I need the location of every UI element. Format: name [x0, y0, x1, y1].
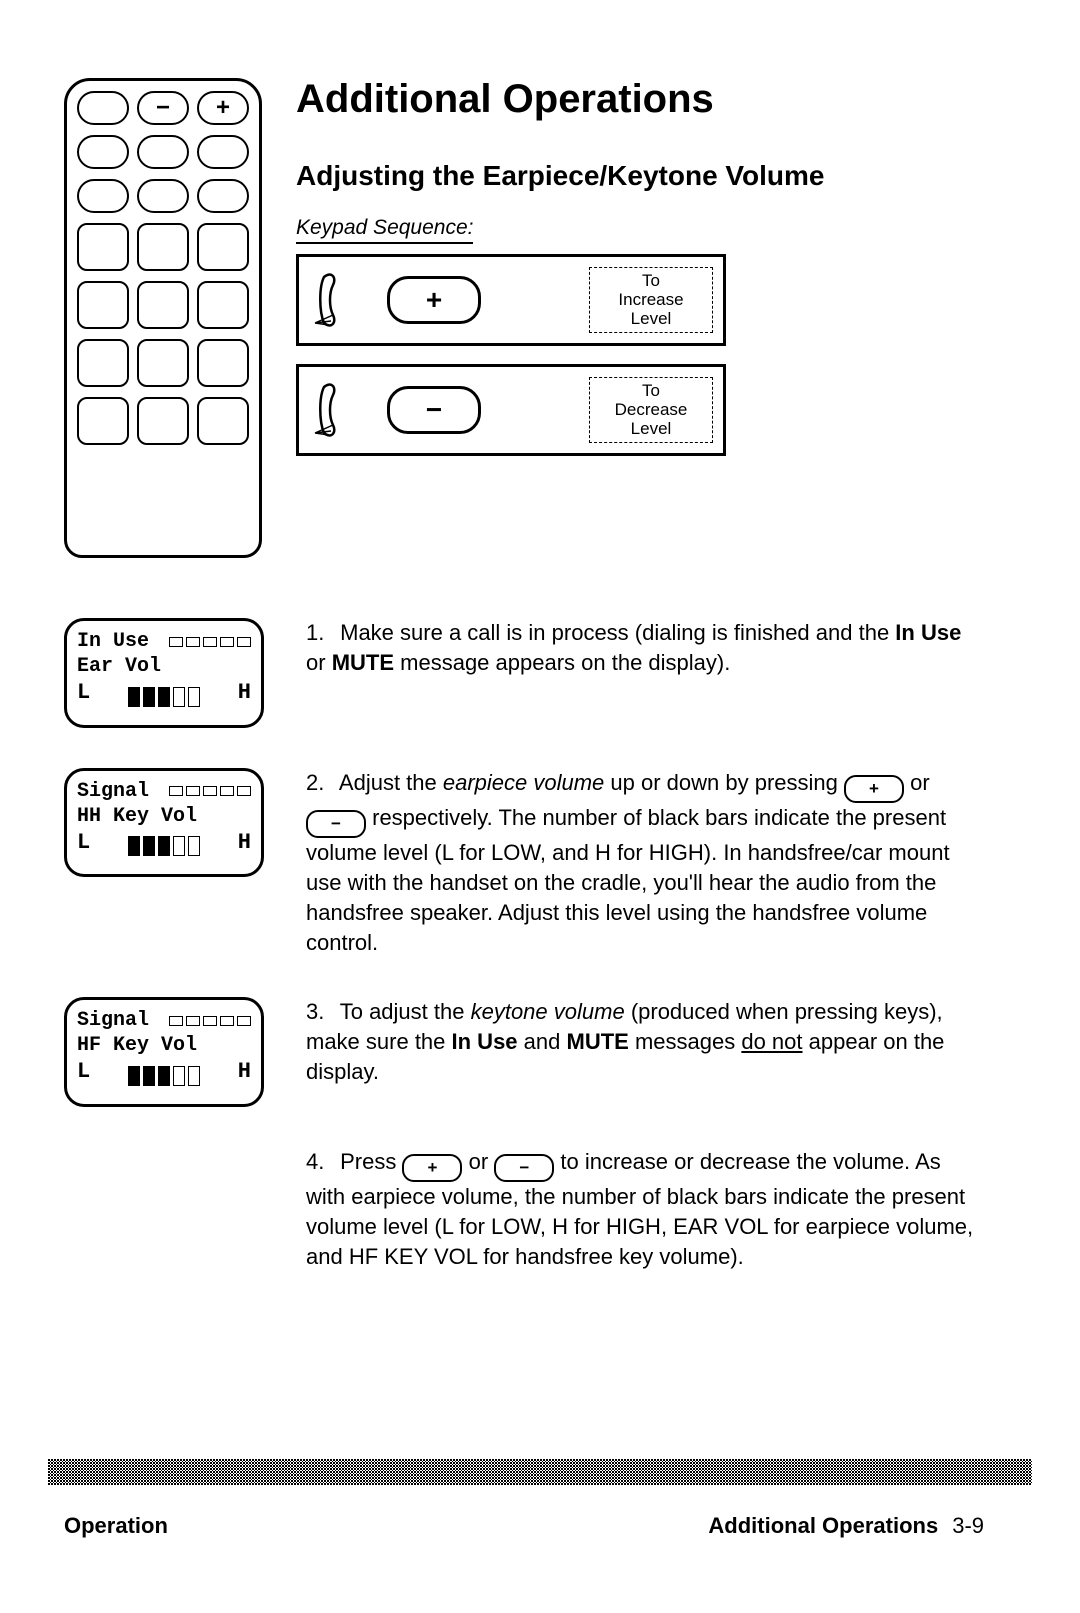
- step-text-fragment: or: [910, 770, 930, 795]
- plus-button: +: [387, 276, 481, 324]
- footer-left: Operation: [64, 1513, 168, 1539]
- step-text-fragment: up or down by pressing: [610, 770, 844, 795]
- remote-key-blank: [137, 281, 189, 329]
- step-text-fragment: MUTE: [332, 650, 394, 675]
- step-text-fragment: do not: [741, 1029, 802, 1054]
- remote-key-blank: [77, 281, 129, 329]
- remote-key-blank: [137, 135, 189, 169]
- remote-key-blank: [137, 397, 189, 445]
- lcd-screen-2: SignalHH Key VolLH: [64, 768, 264, 878]
- remote-key-blank: [137, 179, 189, 213]
- remote-key-blank: [197, 135, 249, 169]
- remote-key-minus: −: [137, 91, 189, 125]
- footer-right: Additional Operations3-9: [708, 1513, 984, 1539]
- lcd-screen-3: SignalHF Key VolLH: [64, 997, 264, 1107]
- remote-key-blank: [77, 179, 129, 213]
- remote-key-blank: [77, 135, 129, 169]
- remote-key-blank: [77, 91, 129, 125]
- plus-icon: +: [844, 775, 904, 803]
- step-text-fragment: MUTE: [567, 1029, 629, 1054]
- step-text-fragment: and: [524, 1029, 567, 1054]
- sequence-caption: To Decrease Level: [589, 377, 713, 443]
- remote-key-blank: [77, 339, 129, 387]
- caption-line: Increase: [596, 291, 706, 310]
- remote-key-plus: +: [197, 91, 249, 125]
- caption-line: Level: [596, 310, 706, 329]
- remote-key-blank: [197, 223, 249, 271]
- step-text-fragment: respectively. The number of black bars i…: [306, 805, 950, 955]
- minus-icon: −: [306, 810, 366, 838]
- step-text-fragment: In Use: [895, 620, 961, 645]
- remote-key-blank: [197, 339, 249, 387]
- remote-key-blank: [77, 223, 129, 271]
- plus-glyph: +: [426, 284, 442, 316]
- step-text-fragment: Adjust the: [339, 770, 443, 795]
- step-text-fragment: keytone volume: [471, 999, 625, 1024]
- remote-key-blank: [137, 339, 189, 387]
- step-4: 4. Press + or − to increase or decrease …: [306, 1147, 984, 1272]
- remote-diagram: − +: [64, 78, 262, 558]
- step-text-fragment: messages: [635, 1029, 741, 1054]
- sequence-decrease: − To Decrease Level: [296, 364, 726, 456]
- lcd-screen-1: In UseEar VolLH: [64, 618, 264, 728]
- remote-key-blank: [197, 397, 249, 445]
- caption-line: Level: [596, 420, 706, 439]
- caption-line: Decrease: [596, 401, 706, 420]
- step-3: 3. To adjust the keytone volume (produce…: [306, 997, 984, 1086]
- keypad-sequence-label: Keypad Sequence:: [296, 216, 473, 244]
- handset-icon: [309, 271, 357, 329]
- page-title: Additional Operations: [296, 78, 984, 120]
- section-title: Adjusting the Earpiece/Keytone Volume: [296, 160, 984, 192]
- step-text-fragment: or: [469, 1149, 495, 1174]
- caption-line: To: [596, 382, 706, 401]
- step-text-fragment: earpiece volume: [443, 770, 604, 795]
- handset-icon: [309, 381, 357, 439]
- step-text-fragment: In Use: [452, 1029, 518, 1054]
- sequence-caption: To Increase Level: [589, 267, 713, 333]
- minus-glyph: −: [426, 394, 442, 426]
- step-text-fragment: or: [306, 650, 332, 675]
- remote-key-blank: [197, 179, 249, 213]
- minus-button: −: [387, 386, 481, 434]
- plus-icon: +: [402, 1154, 462, 1182]
- step-text-fragment: To adjust the: [340, 999, 471, 1024]
- step-1: 1. Make sure a call is in process (diali…: [306, 618, 984, 677]
- minus-icon: −: [494, 1154, 554, 1182]
- step-text-fragment: Press: [340, 1149, 402, 1174]
- step-2: 2. Adjust the earpiece volume up or down…: [306, 768, 984, 958]
- caption-line: To: [596, 272, 706, 291]
- step-text-fragment: Make sure a call is in process (dialing …: [340, 620, 895, 645]
- remote-key-blank: [137, 223, 189, 271]
- step-text-fragment: message appears on the display).: [400, 650, 730, 675]
- remote-key-blank: [197, 281, 249, 329]
- sequence-increase: + To Increase Level: [296, 254, 726, 346]
- separator-bar: [48, 1459, 1032, 1485]
- remote-key-blank: [77, 397, 129, 445]
